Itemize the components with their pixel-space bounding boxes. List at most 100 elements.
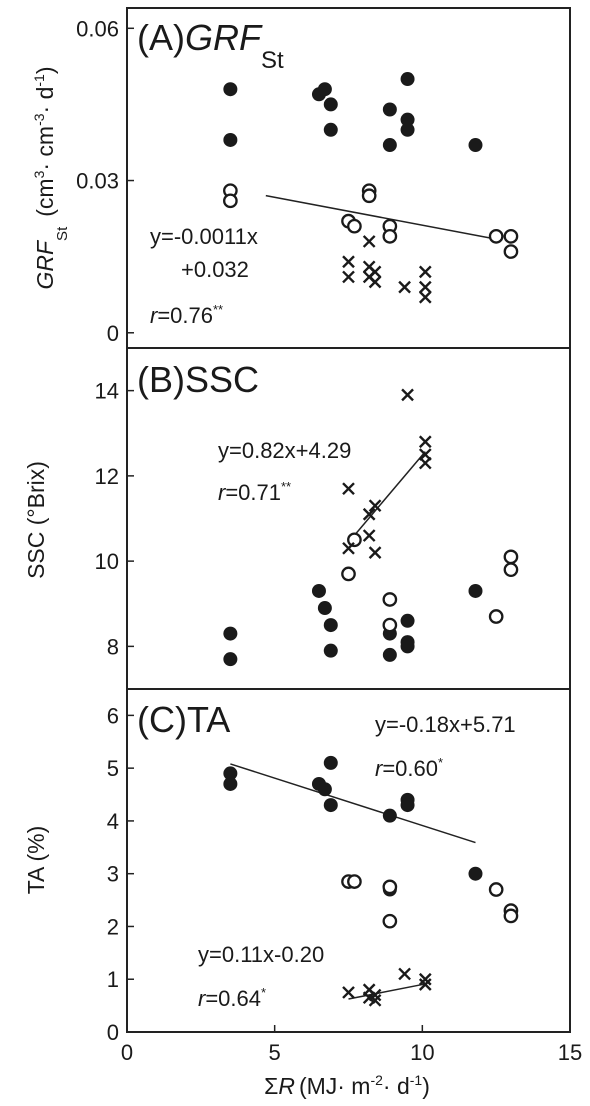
panel-a-ylabel-unit-1: (cm (32, 178, 58, 216)
panel-b-open-point-3 (382, 617, 398, 633)
panel-c-filled-point-10 (468, 866, 483, 881)
panel-b-cross-point-7 (418, 435, 432, 449)
panel-b-data-points (223, 388, 519, 667)
panel-c-filled-point-0 (223, 766, 238, 781)
panel-a-filled-point-7 (382, 138, 397, 153)
panel-c-cross-point-5 (398, 967, 411, 981)
panel-b-filled-point-1 (223, 652, 238, 667)
panel-b-filled-point-11 (468, 583, 483, 598)
panel-a-cross-point-10 (418, 290, 432, 304)
panel-a-y-axis-label: GRFSt (cm3· cm-3· d-1) (31, 66, 71, 289)
panel-a-filled-point-0 (223, 82, 238, 97)
panel-a-filled-point-5 (323, 122, 338, 137)
panel-c-y-tick-label-0: 0 (107, 1020, 119, 1045)
panel-b-cross-point-4 (368, 499, 382, 513)
panel-c-open-point-2 (382, 879, 398, 895)
panel-c-filled-point-6 (382, 808, 397, 823)
panel-a-ylabel-sub: St (54, 226, 71, 241)
panel-b-y-axis-label: SSC (°Brix) (23, 461, 49, 579)
panel-a-filled-point-9 (400, 112, 415, 127)
panel-b-cross-point-9 (418, 456, 432, 470)
panel-b-filled-point-8 (400, 613, 415, 628)
x-tick-label-2: 10 (410, 1040, 434, 1065)
panel-a-cross-point-9 (418, 280, 432, 294)
panel-c-y-tick-label-2: 2 (107, 914, 119, 939)
panel-a-cross-point-5 (368, 265, 382, 279)
panel-a-filled-point-8 (400, 72, 415, 87)
panel-c-fit-line-1 (348, 983, 426, 1000)
panel-a-filled-point-11 (468, 138, 483, 153)
panel-b-y-tick-label-3: 14 (95, 379, 119, 404)
panel-c-filled-point-9 (400, 798, 415, 813)
panel-a-filled-point-10 (400, 122, 415, 137)
panel-c-r-upper-italic: r (375, 756, 384, 781)
svg-text:TA (%): TA (%) (23, 826, 49, 895)
x-tick-label-1: 5 (269, 1040, 281, 1065)
panel-c-y-ticks: 0 1 2 3 4 5 6 (107, 703, 134, 1045)
panel-c-r-lower: r=0.64* (198, 985, 266, 1011)
x-axis-label-unit-1: (MJ· m (299, 1073, 371, 1099)
panel-b-cross-point-3 (362, 529, 376, 542)
panel-b-r-value: =0.71 (225, 480, 281, 505)
panel-a-fit-lines (265, 194, 503, 242)
panel-b-filled-point-4 (323, 618, 338, 633)
x-axis-label-sigma: Σ (264, 1073, 278, 1099)
panel-b-y-tick-label-1: 10 (95, 549, 119, 574)
x-axis-label: ΣR (MJ· m-2· d-1) (264, 1072, 430, 1099)
panel-a-r: r=0.76** (150, 302, 223, 328)
panel-c-y-tick-label-3: 3 (107, 862, 119, 887)
panel-a-cross-point-0 (342, 255, 355, 269)
panel-b-eq: y=0.82x+4.29 (218, 438, 351, 463)
panel-b-cross-point-6 (401, 388, 414, 402)
panel-c-y-tick-label-4: 4 (107, 809, 119, 834)
panel-a-y-tick-label-1: 0.03 (76, 169, 119, 194)
panel-a-title-sub: St (261, 47, 284, 74)
x-axis-label-italic: R (278, 1073, 295, 1099)
panel-a-ylabel-unit-5: · d (32, 87, 58, 114)
panel-c-open-point-1 (347, 874, 362, 889)
panel-c-eq-upper: y=-0.18x+5.71 (375, 712, 516, 737)
panel-a-eq-2: +0.032 (181, 257, 249, 282)
panel-c-filled-point-4 (323, 755, 338, 770)
panel-c-open-point-4 (488, 882, 504, 897)
panel-a-label-prefix: (A) (137, 17, 185, 58)
panel-b-open-point-5 (503, 549, 519, 565)
panel-c-frame (126, 688, 571, 1033)
panel-b-y-tick-label-2: 12 (95, 464, 119, 489)
panel-a-open-point-8 (488, 229, 504, 244)
x-axis-label-unit-3: · d (383, 1073, 410, 1099)
panel-c-r-upper-value: =0.60 (382, 756, 438, 781)
panel-c-y-tick-label-5: 5 (107, 756, 119, 781)
panel-a: 00.030.06 (A)GRFSt y=-0.0011x +0.032 r=0… (31, 7, 571, 349)
panel-a-filled-point-4 (323, 97, 338, 112)
panel-b-cross-point-0 (342, 482, 355, 496)
panel-c-data-points (223, 755, 519, 1007)
panel-a-frame (126, 7, 571, 349)
x-tick-label-0: 0 (121, 1040, 133, 1065)
panel-a-open-point-7 (382, 229, 398, 244)
panel-a-y-tick-label-0: 0 (107, 321, 119, 346)
panel-a-r-italic: r (150, 303, 159, 328)
panel-c-open-point-3 (382, 913, 398, 929)
panel-c-y-tick-label-1: 1 (107, 967, 119, 992)
panel-c-r-lower-value: =0.64 (205, 986, 261, 1011)
panel-c-label: (C)TA (137, 699, 230, 740)
panel-c-open-point-6 (503, 908, 519, 924)
panel-a-data-points (223, 72, 519, 304)
panel-a-ylabel-unit-7: ) (32, 66, 58, 74)
panel-b-r: r=0.71** (218, 479, 291, 505)
panel-a-open-point-3 (347, 218, 362, 234)
panel-c-eq-lower: y=0.11x-0.20 (198, 942, 324, 967)
panel-a-ylabel-unit-3: · cm (32, 126, 58, 171)
panel-a-r-stars: ** (213, 302, 223, 317)
panel-c-cross-point-6 (418, 972, 432, 986)
panel-c-cross-point-3 (368, 988, 382, 1002)
x-axis-label-unit-2: -2 (370, 1072, 383, 1088)
panel-c-y-tick-label-6: 6 (107, 703, 119, 728)
x-axis-label-unit-5: ) (422, 1073, 430, 1099)
panel-b-r-italic: r (218, 480, 227, 505)
panel-a-open-point-9 (503, 229, 519, 244)
panel-c-r-lower-stars: * (261, 985, 266, 1000)
panel-a-filled-point-1 (223, 132, 238, 147)
